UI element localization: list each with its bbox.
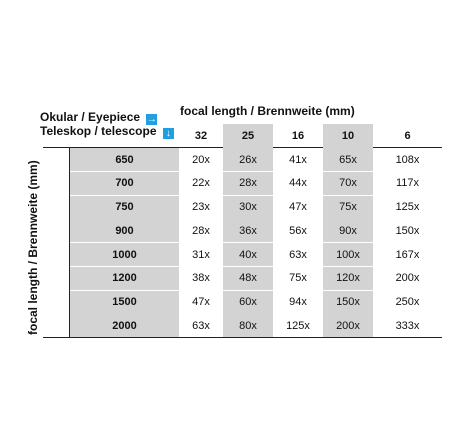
telescope-focal-cell: 1200 <box>70 266 179 290</box>
eyepiece-column-header: 16 <box>291 130 305 142</box>
eyepiece-legend: Okular / Eyepiece → <box>40 110 158 125</box>
magnification-cell: 23x <box>192 201 210 213</box>
magnification-cell: 60x <box>223 290 273 314</box>
right-arrow-icon: → <box>146 114 158 125</box>
magnification-cell: 22x <box>192 177 210 190</box>
magnification-cell: 40x <box>223 243 273 266</box>
telescope-focal-cell: 700 <box>70 171 179 195</box>
telescope-focal-cell: 1000 <box>70 243 179 266</box>
magnification-cell: 63x <box>289 248 307 261</box>
magnification-cell: 90x <box>323 219 373 243</box>
eyepiece-column-header: 6 <box>404 130 411 142</box>
eyepiece-focal-length-title: focal length / Brennweite (mm) <box>180 104 355 118</box>
magnification-cell: 150x <box>323 290 373 314</box>
magnification-cell: 108x <box>395 153 420 166</box>
magnification-cell: 333x <box>395 319 420 332</box>
eyepiece-label: Okular / Eyepiece <box>40 110 141 124</box>
magnification-cell: 63x <box>192 319 210 332</box>
eyepiece-column-header: 10 <box>323 124 373 148</box>
magnification-cell: 28x <box>223 171 273 195</box>
table-row: 750 23x 30x 47x 75x 125x <box>43 195 442 219</box>
down-arrow-icon: ↓ <box>162 128 174 139</box>
magnification-cell: 65x <box>323 148 373 171</box>
magnification-cell: 250x <box>395 296 420 308</box>
magnification-cell: 94x <box>289 296 307 308</box>
magnification-cell: 200x <box>395 272 420 285</box>
telescope-focal-cell: 900 <box>70 219 179 243</box>
magnification-cell: 31x <box>192 248 210 261</box>
telescope-label: Teleskop / telescope <box>40 124 157 138</box>
table-left-divider <box>69 148 70 338</box>
magnification-cell: 30x <box>223 195 273 219</box>
magnification-cell: 120x <box>323 266 373 290</box>
magnification-cell: 56x <box>289 224 307 237</box>
telescope-focal-cell: 1500 <box>70 290 179 314</box>
magnification-cell: 41x <box>289 153 307 166</box>
magnification-cell: 38x <box>192 272 210 285</box>
magnification-cell: 28x <box>192 224 210 237</box>
magnification-cell: 100x <box>323 243 373 266</box>
magnification-cell: 44x <box>289 177 307 190</box>
table-row: 2000 63x 80x 125x 200x 333x <box>43 314 442 338</box>
telescope-focal-cell: 650 <box>70 148 179 171</box>
magnification-cell: 75x <box>289 272 307 285</box>
magnification-table: 32 25 16 10 6 650 20x 26x 41x 65x 108x 700 22x 28x 44x… <box>43 124 442 338</box>
magnification-cell: 47x <box>192 296 210 308</box>
magnification-cell: 75x <box>323 195 373 219</box>
table-bottom-border <box>43 337 442 338</box>
telescope-legend: Teleskop / telescope ↓ <box>40 124 174 139</box>
magnification-cell: 200x <box>323 314 373 338</box>
telescope-focal-cell: 750 <box>70 195 179 219</box>
table-row: 700 22x 28x 44x 70x 117x <box>43 171 442 195</box>
magnification-cell: 80x <box>223 314 273 338</box>
magnification-cell: 70x <box>323 171 373 195</box>
magnification-cell: 47x <box>289 201 307 213</box>
magnification-cell: 48x <box>223 266 273 290</box>
magnification-cell: 36x <box>223 219 273 243</box>
magnification-cell: 125x <box>286 319 310 332</box>
table-row: 900 28x 36x 56x 90x 150x <box>43 219 442 243</box>
magnification-cell: 20x <box>192 153 210 166</box>
table-row: 1000 31x 40x 63x 100x 167x <box>43 243 442 266</box>
magnification-cell: 26x <box>223 148 273 171</box>
eyepiece-column-header: 25 <box>223 124 273 148</box>
magnification-cell: 167x <box>395 248 420 261</box>
magnification-cell: 117x <box>395 177 420 190</box>
telescope-focal-length-title: focal length / Brennweite (mm) <box>26 160 40 335</box>
eyepiece-column-header: 32 <box>194 130 208 142</box>
table-row: 1500 47x 60x 94x 150x 250x <box>43 290 442 314</box>
magnification-cell: 125x <box>395 201 420 213</box>
table-row: 1200 38x 48x 75x 120x 200x <box>43 266 442 290</box>
telescope-focal-cell: 2000 <box>70 314 179 338</box>
magnification-cell: 150x <box>395 224 420 237</box>
table-row: 650 20x 26x 41x 65x 108x <box>43 148 442 171</box>
